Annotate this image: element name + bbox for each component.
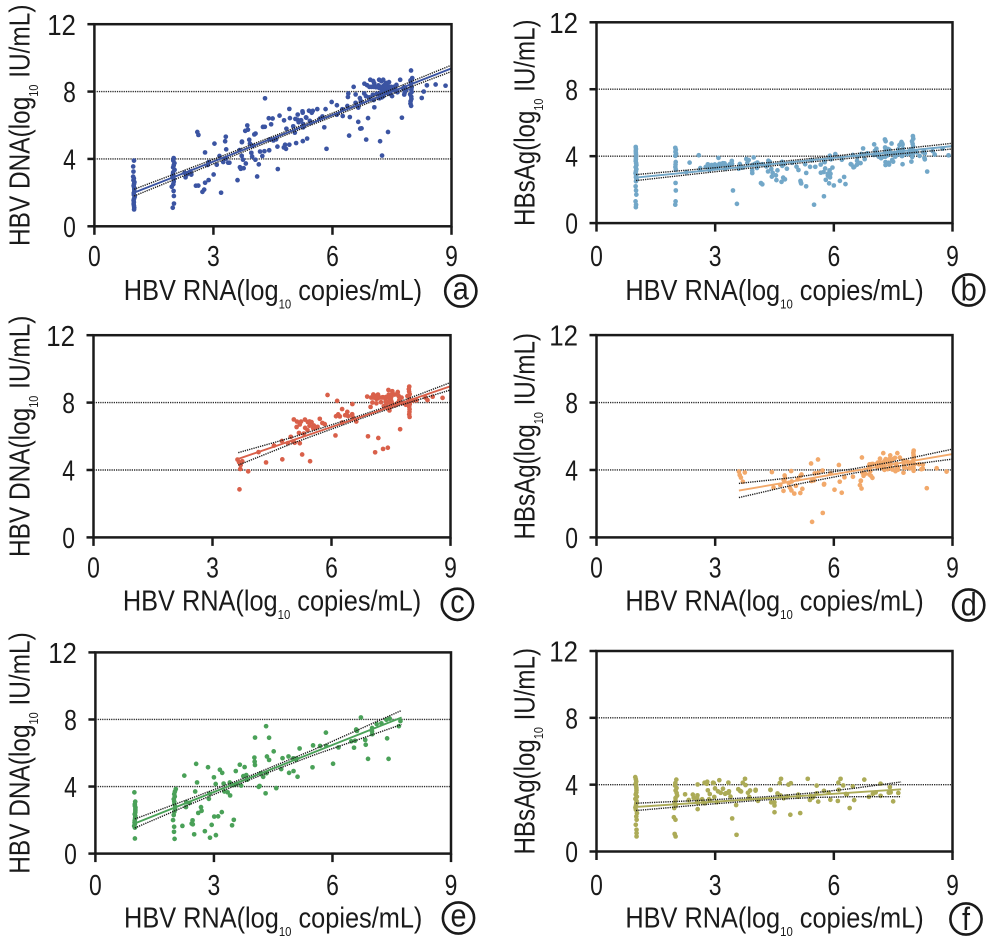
svg-text:c: c xyxy=(450,584,464,620)
svg-text:8: 8 xyxy=(565,702,578,735)
svg-text:0: 0 xyxy=(590,868,603,901)
svg-text:0: 0 xyxy=(87,551,100,584)
svg-text:0: 0 xyxy=(88,240,101,273)
svg-text:HBV RNA(log10 copies/mL): HBV RNA(log10 copies/mL) xyxy=(625,584,923,622)
svg-text:4: 4 xyxy=(62,454,75,487)
svg-text:9: 9 xyxy=(946,868,959,901)
svg-text:6: 6 xyxy=(827,551,840,584)
svg-text:HBV RNA(log10 copies/mL): HBV RNA(log10 copies/mL) xyxy=(124,273,422,311)
svg-text:3: 3 xyxy=(709,240,722,273)
svg-text:6: 6 xyxy=(325,551,338,584)
svg-text:0: 0 xyxy=(590,240,603,273)
svg-text:12: 12 xyxy=(47,8,76,41)
svg-text:8: 8 xyxy=(63,75,76,108)
svg-text:12: 12 xyxy=(549,635,578,668)
svg-text:HBsAg(log10 IU/mL): HBsAg(log10 IU/mL) xyxy=(508,648,546,854)
svg-text:HBV RNA(log10 copies/mL): HBV RNA(log10 copies/mL) xyxy=(124,901,422,939)
svg-text:0: 0 xyxy=(565,207,578,240)
svg-text:6: 6 xyxy=(326,868,339,901)
svg-text:9: 9 xyxy=(444,551,457,584)
svg-text:3: 3 xyxy=(206,551,219,584)
svg-text:4: 4 xyxy=(64,770,77,803)
svg-text:6: 6 xyxy=(827,240,840,273)
svg-text:f: f xyxy=(962,902,971,938)
svg-text:HBV RNA(log10 copies/mL): HBV RNA(log10 copies/mL) xyxy=(625,273,923,311)
svg-text:HBV DNA(log10 IU/mL): HBV DNA(log10 IU/mL) xyxy=(3,5,41,246)
svg-text:0: 0 xyxy=(565,521,578,554)
svg-text:0: 0 xyxy=(62,521,75,554)
svg-text:3: 3 xyxy=(709,551,722,584)
svg-text:0: 0 xyxy=(64,838,77,871)
svg-text:3: 3 xyxy=(208,868,221,901)
svg-text:8: 8 xyxy=(62,387,75,420)
svg-text:12: 12 xyxy=(48,637,77,670)
svg-text:9: 9 xyxy=(946,551,959,584)
svg-text:e: e xyxy=(450,898,466,934)
svg-text:HBV DNA(log10 IU/mL): HBV DNA(log10 IU/mL) xyxy=(3,316,41,557)
svg-text:9: 9 xyxy=(445,240,458,273)
svg-text:12: 12 xyxy=(549,6,578,39)
svg-text:0: 0 xyxy=(590,551,603,584)
svg-text:4: 4 xyxy=(565,140,578,173)
svg-text:4: 4 xyxy=(565,769,578,802)
svg-text:0: 0 xyxy=(89,868,102,901)
svg-text:12: 12 xyxy=(549,319,578,352)
svg-text:3: 3 xyxy=(207,240,220,273)
svg-text:8: 8 xyxy=(565,73,578,106)
svg-text:HBV RNA(log10 copies/mL): HBV RNA(log10 copies/mL) xyxy=(123,584,421,622)
svg-text:HBV RNA(log10 copies/mL): HBV RNA(log10 copies/mL) xyxy=(625,901,923,939)
svg-text:9: 9 xyxy=(946,240,959,273)
svg-text:12: 12 xyxy=(46,319,75,352)
svg-text:HBsAg(log10 IU/mL): HBsAg(log10 IU/mL) xyxy=(508,19,546,225)
svg-text:d: d xyxy=(961,587,977,623)
svg-text:b: b xyxy=(961,272,977,308)
svg-text:3: 3 xyxy=(709,868,722,901)
svg-text:9: 9 xyxy=(445,868,458,901)
svg-text:6: 6 xyxy=(827,868,840,901)
svg-text:a: a xyxy=(453,271,469,307)
svg-text:HBV DNA(log10 IU/mL): HBV DNA(log10 IU/mL) xyxy=(3,632,41,873)
svg-text:0: 0 xyxy=(565,835,578,868)
svg-text:HBsAg(log10 IU/mL): HBsAg(log10 IU/mL) xyxy=(508,333,546,539)
svg-text:4: 4 xyxy=(565,454,578,487)
svg-text:4: 4 xyxy=(63,143,76,176)
svg-text:8: 8 xyxy=(565,386,578,419)
svg-text:8: 8 xyxy=(64,703,77,736)
svg-text:0: 0 xyxy=(63,210,76,243)
svg-text:6: 6 xyxy=(326,240,339,273)
